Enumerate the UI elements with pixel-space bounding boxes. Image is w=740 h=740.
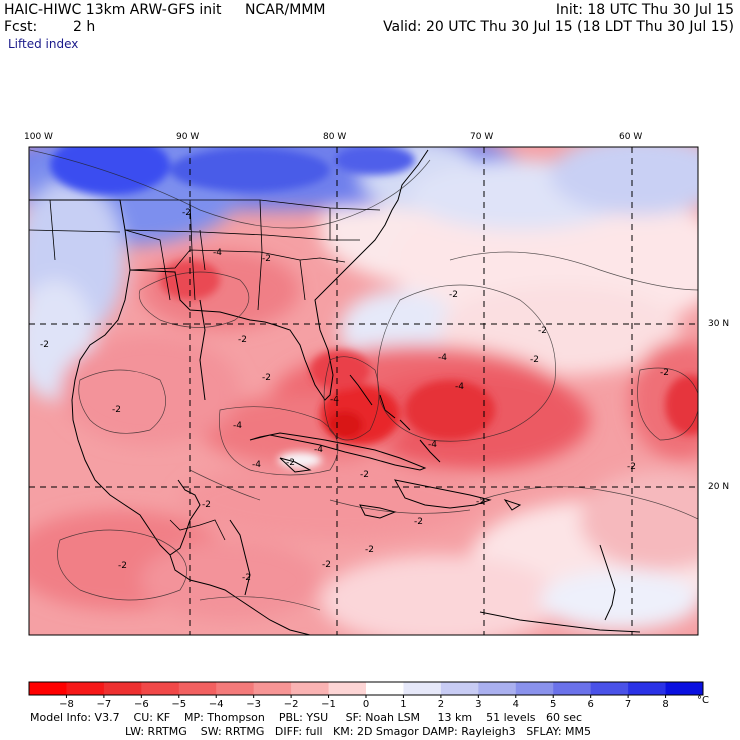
- colorbar-swatch: [103, 682, 142, 695]
- colorbar-tick-label: −2: [283, 699, 299, 710]
- colorbar-swatch: [440, 682, 479, 695]
- contour-label: -2: [40, 340, 49, 350]
- lon-label-70w: 70 W: [470, 132, 494, 142]
- colorbar-tick-label: 7: [624, 699, 632, 710]
- colorbar-tick-label: 4: [512, 699, 519, 710]
- contour-label: -2: [202, 500, 211, 510]
- colorbar-swatch: [628, 682, 667, 695]
- forecast-hour: 2 h: [73, 19, 96, 35]
- model-title: HAIC-HIWC 13km ARW-GFS init: [4, 2, 222, 18]
- colorbar-tick-label: −1: [321, 699, 336, 710]
- contour-label: -2: [360, 470, 369, 480]
- colorbar-swatch: [328, 682, 367, 695]
- contour-label: -2: [538, 326, 547, 336]
- lat-label-20n: 20 N: [708, 482, 730, 492]
- contour-label: -4: [455, 382, 464, 392]
- colorbar-tick-label: −8: [59, 699, 74, 710]
- colorbar-swatch: [403, 682, 442, 695]
- contour-label: -2: [118, 561, 127, 571]
- colorbar-tick-label: 2: [437, 699, 445, 710]
- colorbar-tick-label: −4: [208, 699, 224, 710]
- contour-lines: [29, 149, 698, 611]
- model-info-line-1: Model Info: V3.7 CU: KF MP: Thompson PBL…: [30, 711, 583, 724]
- model-info-line-2: LW: RRTMG SW: RRTMG DIFF: full KM: 2D Sm…: [125, 725, 591, 738]
- colorbar-tick-label: 5: [550, 699, 557, 710]
- colorbar-swatch: [291, 682, 330, 695]
- contour-label: -4: [330, 395, 339, 405]
- valid-time: Valid: 20 UTC Thu 30 Jul 15 (18 LDT Thu …: [383, 19, 734, 35]
- contour-label: -4: [233, 421, 242, 431]
- contour-label: -2: [242, 573, 251, 583]
- colorbar-tick-label: −7: [96, 699, 112, 710]
- lon-label-90w: 90 W: [176, 132, 200, 142]
- contour-label: -2: [262, 254, 271, 264]
- colorbar-swatch: [590, 682, 629, 695]
- colorbar-swatch: [553, 682, 592, 695]
- lon-label-80w: 80 W: [323, 132, 347, 142]
- state-borders: [29, 199, 381, 541]
- colorbar-tick-label: 3: [475, 699, 482, 710]
- contour-label: -4: [252, 460, 261, 470]
- lon-label-100w: 100 W: [24, 132, 53, 142]
- colorbar-tick-label: 0: [362, 699, 370, 710]
- colorbar-swatch: [366, 682, 404, 695]
- map-frame: [28, 146, 699, 636]
- colorbar-swatch: [29, 682, 67, 695]
- contour-label: -2: [660, 368, 669, 378]
- contour-label: -2: [238, 335, 247, 345]
- contour-label: -4: [213, 248, 222, 258]
- contour-label: -2: [530, 355, 539, 365]
- colorbar-swatch: [216, 682, 255, 695]
- contour-label: -4: [438, 353, 447, 363]
- colorbar-swatch: [66, 682, 105, 695]
- contour-label: -2: [262, 373, 271, 383]
- colorbar-tick-label: −5: [171, 699, 187, 710]
- colorbar-swatch: [515, 682, 554, 695]
- colorbar-swatch: [141, 682, 180, 695]
- map-field: [29, 147, 698, 635]
- contour-label: -2: [112, 405, 121, 415]
- colorbar-swatch: [253, 682, 292, 695]
- coastline: [29, 149, 641, 635]
- graticule: [29, 147, 698, 635]
- colorbar-tick-label: −3: [246, 699, 262, 710]
- colorbar-tick-label: 6: [587, 699, 594, 710]
- colorbar-unit: °C: [697, 695, 709, 706]
- contour-label: -2: [476, 497, 485, 507]
- contour-label: -4: [428, 440, 437, 450]
- contour-label: -2: [322, 560, 331, 570]
- contour-label: -2: [627, 462, 636, 472]
- colorbar-tick-label: 8: [662, 699, 669, 710]
- colorbar-swatch: [478, 682, 517, 695]
- lat-label-30n: 30 N: [708, 319, 730, 329]
- contour-label: -2: [182, 208, 191, 218]
- lon-label-60w: 60 W: [619, 132, 643, 142]
- institution-label: NCAR/MMM: [245, 2, 326, 18]
- contour-label: -2: [414, 517, 423, 527]
- init-time: Init: 18 UTC Thu 30 Jul 15: [555, 2, 734, 18]
- field-name: Lifted index: [8, 37, 79, 51]
- contour-label: -2: [449, 290, 458, 300]
- colorbar-swatch: [178, 682, 217, 695]
- colorbar-tick-label: 1: [400, 699, 407, 710]
- contour-label: -4: [314, 445, 323, 455]
- contour-label: -2: [365, 545, 374, 555]
- forecast-label: Fcst:: [4, 19, 38, 35]
- colorbar-swatch: [665, 682, 704, 695]
- contour-label: -2: [286, 458, 295, 468]
- colorbar: [28, 681, 704, 698]
- colorbar-tick-label: −6: [133, 699, 149, 710]
